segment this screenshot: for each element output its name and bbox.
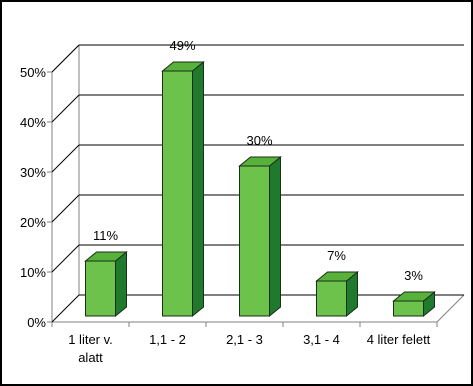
bar-side-face: [192, 60, 204, 318]
gridline-diagonal: [51, 94, 80, 123]
gridline-diagonal: [51, 244, 80, 273]
data-label: 3%: [404, 268, 423, 283]
y-tick-label: 40%: [20, 115, 46, 130]
y-tick-label: 30%: [20, 165, 46, 180]
bar-front-face: [239, 165, 270, 317]
gridline-diagonal: [51, 194, 80, 223]
bar-front-face: [393, 300, 424, 317]
category-label-line: 2,1 - 3: [226, 332, 263, 347]
bar: [238, 155, 282, 318]
category-label: 1 liter v. alatt: [68, 332, 113, 365]
gridline-diagonal: [51, 144, 80, 173]
category-label-line: 4 liter felett: [367, 332, 431, 347]
data-label: 7%: [327, 248, 346, 263]
category-label: 1,1 - 2: [149, 332, 186, 347]
y-tick-label: 50%: [20, 65, 46, 80]
category-label: 2,1 - 3: [226, 332, 263, 347]
bar-front-face: [162, 70, 193, 317]
category-label-line: 1,1 - 2: [149, 332, 186, 347]
bar-side-face: [115, 250, 127, 318]
y-tick-label: 20%: [20, 215, 46, 230]
data-label: 11%: [93, 228, 118, 243]
category-label-line: alatt: [78, 350, 103, 365]
data-label: 30%: [246, 133, 272, 148]
bar: [392, 290, 436, 318]
gridline-diagonal: [51, 44, 80, 73]
bar-front-face: [316, 280, 347, 317]
category-label-line: 1 liter v.: [68, 332, 113, 347]
floor-right-edge: [436, 294, 465, 323]
data-label: 49%: [169, 38, 195, 53]
y-tick-label: 10%: [20, 265, 46, 280]
bar: [84, 250, 128, 318]
category-label-line: 3,1 - 4: [303, 332, 340, 347]
y-tick-label: 0%: [27, 315, 46, 330]
category-label: 3,1 - 4: [303, 332, 340, 347]
bar-side-face: [269, 155, 281, 318]
category-label: 4 liter felett: [367, 332, 431, 347]
bar-front-face: [85, 260, 116, 317]
gridline-diagonal: [51, 294, 80, 323]
bar: [161, 60, 205, 318]
bar: [315, 270, 359, 318]
